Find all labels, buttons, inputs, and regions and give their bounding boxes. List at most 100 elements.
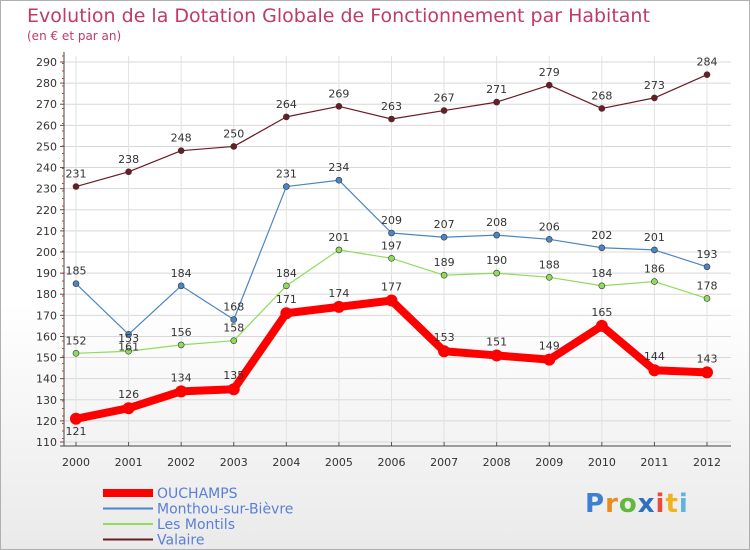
data-label: 271 (486, 83, 507, 96)
data-label: 189 (434, 256, 455, 269)
data-point (177, 341, 185, 349)
x-tick-label: 2005 (325, 456, 353, 469)
data-point (440, 107, 448, 114)
data-label: 178 (697, 279, 718, 292)
y-tick-label: 280 (36, 77, 57, 90)
series (70, 71, 713, 425)
data-label: 273 (644, 79, 665, 92)
data-label: 185 (66, 265, 87, 278)
grid (64, 56, 731, 443)
data-point (648, 364, 661, 377)
data-label: 208 (486, 216, 507, 229)
data-label: 151 (486, 335, 507, 348)
data-point (598, 282, 606, 290)
data-point (122, 402, 135, 415)
data-point (125, 347, 132, 355)
data-point (125, 331, 132, 338)
data-point (230, 337, 238, 344)
data-label: 144 (644, 350, 665, 363)
y-tick-label: 140 (36, 373, 57, 386)
proxiti-logo: Proxiti (585, 489, 689, 519)
data-point (227, 383, 240, 396)
data-point (703, 295, 711, 302)
data-label: 149 (539, 340, 560, 353)
data-point (651, 94, 658, 102)
data-point (230, 316, 238, 323)
x-tick-label: 2007 (430, 456, 458, 469)
data-point (493, 231, 500, 239)
data-point (651, 246, 658, 254)
x-tick-label: 2008 (483, 456, 511, 469)
y-tick-label: 130 (36, 394, 57, 407)
data-label: 250 (223, 127, 244, 140)
y-tick-label: 220 (36, 204, 57, 217)
data-label: 161 (118, 340, 139, 353)
x-tick-label: 2010 (588, 456, 616, 469)
data-label: 177 (381, 281, 402, 294)
data-point (545, 81, 553, 89)
data-point (177, 147, 185, 154)
data-label: 201 (328, 231, 349, 244)
data-point (283, 113, 290, 121)
data-point (332, 300, 345, 313)
data-label: 188 (539, 258, 560, 271)
data-label: 201 (644, 231, 665, 244)
y-tick-label: 180 (36, 288, 57, 301)
data-point (493, 269, 500, 277)
data-label: 193 (697, 248, 718, 261)
data-label: 284 (697, 56, 718, 69)
data-label: 263 (381, 100, 402, 113)
data-point (595, 319, 608, 332)
data-label: 264 (276, 98, 297, 111)
data-label: 279 (539, 66, 560, 79)
y-tick-label: 110 (36, 436, 57, 449)
chart-subtitle: (en € et par an) (27, 29, 122, 43)
data-point (545, 274, 553, 281)
data-label: 165 (591, 306, 612, 319)
y-tick-label: 200 (36, 246, 57, 259)
data-label: 231 (66, 168, 87, 181)
data-label: 184 (171, 267, 192, 280)
data-label: 202 (591, 229, 612, 242)
data-label: 269 (328, 87, 349, 100)
x-tick-label: 2011 (640, 456, 668, 469)
data-label: 234 (328, 161, 349, 174)
data-label: 184 (591, 267, 612, 280)
y-tick-label: 150 (36, 352, 57, 365)
data-point (701, 366, 713, 379)
y-tick-label: 160 (36, 330, 57, 343)
y-tick-label: 270 (36, 98, 57, 111)
x-tick-label: 2001 (115, 456, 143, 469)
data-label: 197 (381, 239, 402, 252)
y-tick-label: 290 (36, 56, 57, 69)
data-label: 152 (66, 334, 87, 347)
x-tick-label: 2012 (693, 456, 721, 469)
data-label: 268 (591, 89, 612, 102)
data-label: 143 (697, 352, 718, 365)
data-label: 171 (276, 293, 297, 306)
data-label: 153 (434, 331, 455, 344)
data-point (177, 282, 185, 290)
data-point (72, 183, 80, 190)
legend-label: Les Montils (157, 517, 235, 533)
data-point (440, 271, 448, 279)
data-point (598, 244, 606, 252)
y-tick-label: 190 (36, 267, 57, 280)
x-tick-label: 2000 (62, 456, 90, 469)
data-point (283, 183, 290, 190)
data-point (125, 168, 132, 176)
data-point (438, 345, 451, 358)
chart-title: Evolution de la Dotation Globale de Fonc… (27, 5, 650, 27)
data-label: 135 (223, 369, 244, 382)
data-label: 134 (171, 371, 192, 384)
y-tick-label: 250 (36, 140, 57, 153)
data-label: 190 (486, 254, 507, 267)
data-labels: 231 238 248 250 264 269 263 267 271 279 268 273 284 1… (66, 56, 718, 438)
data-point (335, 103, 343, 110)
x-tick-label: 2006 (378, 456, 406, 469)
data-point (388, 115, 395, 123)
data-point (335, 176, 343, 184)
data-point (70, 412, 82, 425)
data-point (335, 246, 343, 254)
data-point (440, 233, 448, 241)
